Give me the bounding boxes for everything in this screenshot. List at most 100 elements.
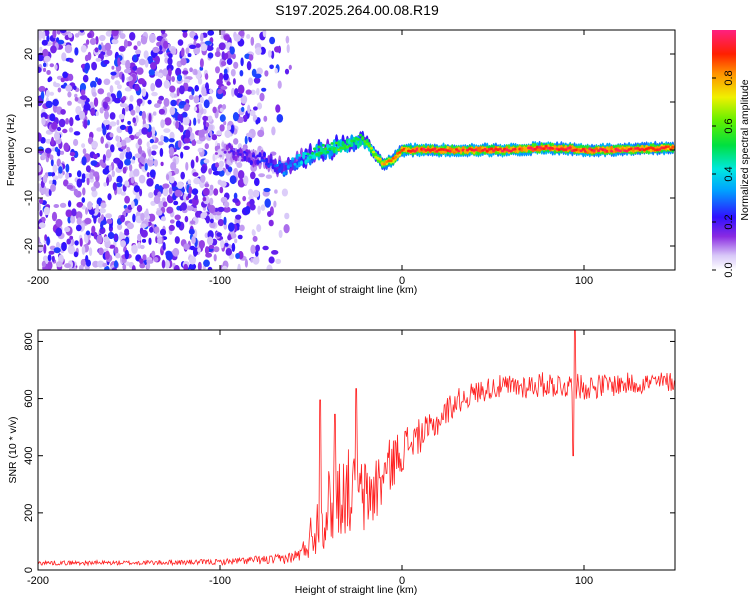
noise-cell xyxy=(80,89,86,96)
noise-cell xyxy=(216,130,223,136)
ridge-cell xyxy=(238,148,242,154)
noise-cell xyxy=(104,143,109,149)
ridge-cell xyxy=(522,148,526,152)
noise-cell xyxy=(138,174,146,184)
noise-cell xyxy=(237,84,245,95)
noise-cell xyxy=(138,110,143,116)
noise-cell xyxy=(103,236,110,243)
noise-cell xyxy=(42,255,49,262)
noise-cell xyxy=(89,172,94,180)
noise-cell xyxy=(61,241,67,252)
noise-cell xyxy=(274,189,278,194)
noise-cell xyxy=(125,60,131,70)
noise-cell xyxy=(230,68,236,77)
noise-cell xyxy=(46,70,51,75)
noise-cell xyxy=(216,78,223,86)
noise-cell xyxy=(182,70,189,75)
noise-cell xyxy=(244,258,248,268)
noise-cell xyxy=(254,250,259,257)
noise-cell xyxy=(141,127,148,135)
noise-cell xyxy=(126,146,131,153)
noise-cell xyxy=(45,138,52,144)
ridge-cell xyxy=(280,163,284,166)
noise-cell xyxy=(153,195,161,205)
ridge-cell xyxy=(245,149,249,153)
x-tick-label: 0 xyxy=(399,575,405,587)
noise-cell xyxy=(65,163,70,173)
ridge-cell xyxy=(284,162,288,166)
ridge-cell xyxy=(500,149,505,153)
ridge-cell xyxy=(389,159,393,163)
noise-cell xyxy=(256,224,262,233)
noise-cell xyxy=(204,183,210,188)
noise-cell xyxy=(163,40,169,49)
noise-cell xyxy=(56,126,62,132)
noise-cell xyxy=(190,263,194,270)
noise-cell xyxy=(102,168,110,175)
noise-cell xyxy=(236,162,243,168)
noise-cell xyxy=(55,261,63,268)
noise-cell xyxy=(109,85,114,94)
noise-cell xyxy=(88,247,93,256)
noise-cell xyxy=(107,231,115,240)
ridge-cell xyxy=(369,146,373,150)
noise-cell xyxy=(136,67,144,75)
noise-cell xyxy=(180,202,187,211)
noise-cell xyxy=(59,202,67,208)
noise-cell xyxy=(58,118,66,128)
noise-cell xyxy=(166,174,170,181)
noise-cell xyxy=(219,124,225,132)
ridge-cell xyxy=(455,148,459,151)
noise-cell xyxy=(69,117,74,127)
noise-cell xyxy=(128,76,133,81)
noise-cell xyxy=(160,119,165,129)
noise-cell xyxy=(135,49,142,55)
noise-cell xyxy=(58,172,63,179)
noise-cell xyxy=(256,102,263,110)
x-tick-label: -200 xyxy=(27,275,49,287)
noise-cell xyxy=(154,226,160,235)
noise-cell xyxy=(232,112,239,122)
noise-cell xyxy=(78,110,86,120)
ridge-cell xyxy=(265,162,269,166)
noise-cell xyxy=(73,188,79,196)
noise-cell xyxy=(74,240,79,246)
noise-cell xyxy=(124,236,130,245)
noise-cell xyxy=(99,34,106,42)
noise-cell xyxy=(102,125,107,136)
noise-cell xyxy=(175,67,182,77)
noise-cell xyxy=(199,96,204,104)
noise-cell xyxy=(259,92,265,102)
noise-cell xyxy=(120,240,126,248)
noise-cell xyxy=(269,36,276,45)
noise-cell xyxy=(122,96,127,101)
noise-cell xyxy=(266,264,273,270)
noise-cell xyxy=(50,45,57,54)
noise-cell xyxy=(252,256,260,265)
noise-cell xyxy=(189,67,194,73)
noise-cell xyxy=(92,153,98,160)
ridge-cell xyxy=(636,147,640,150)
ridge-cell xyxy=(361,137,365,140)
noise-cell xyxy=(197,261,202,270)
ridge-cell xyxy=(249,161,253,164)
noise-cell xyxy=(100,220,107,226)
noise-cell xyxy=(129,95,134,102)
noise-cell xyxy=(74,93,78,98)
noise-cell xyxy=(118,113,125,120)
ridge-cell xyxy=(356,138,360,141)
snr-y-label: SNR (10 * v/v) xyxy=(7,416,19,483)
ridge-cell xyxy=(579,149,583,153)
noise-cell xyxy=(209,130,213,137)
noise-cell xyxy=(202,197,207,202)
noise-cell xyxy=(188,228,195,235)
noise-cell xyxy=(40,91,45,100)
noise-cell xyxy=(200,43,208,52)
noise-cell xyxy=(181,30,188,33)
noise-cell xyxy=(237,263,241,270)
noise-cell xyxy=(139,156,145,163)
y-tick-label: 0 xyxy=(23,147,35,153)
noise-cell xyxy=(248,77,253,86)
noise-cell xyxy=(122,103,128,108)
colorbar-tick-label: 0.8 xyxy=(723,70,735,85)
